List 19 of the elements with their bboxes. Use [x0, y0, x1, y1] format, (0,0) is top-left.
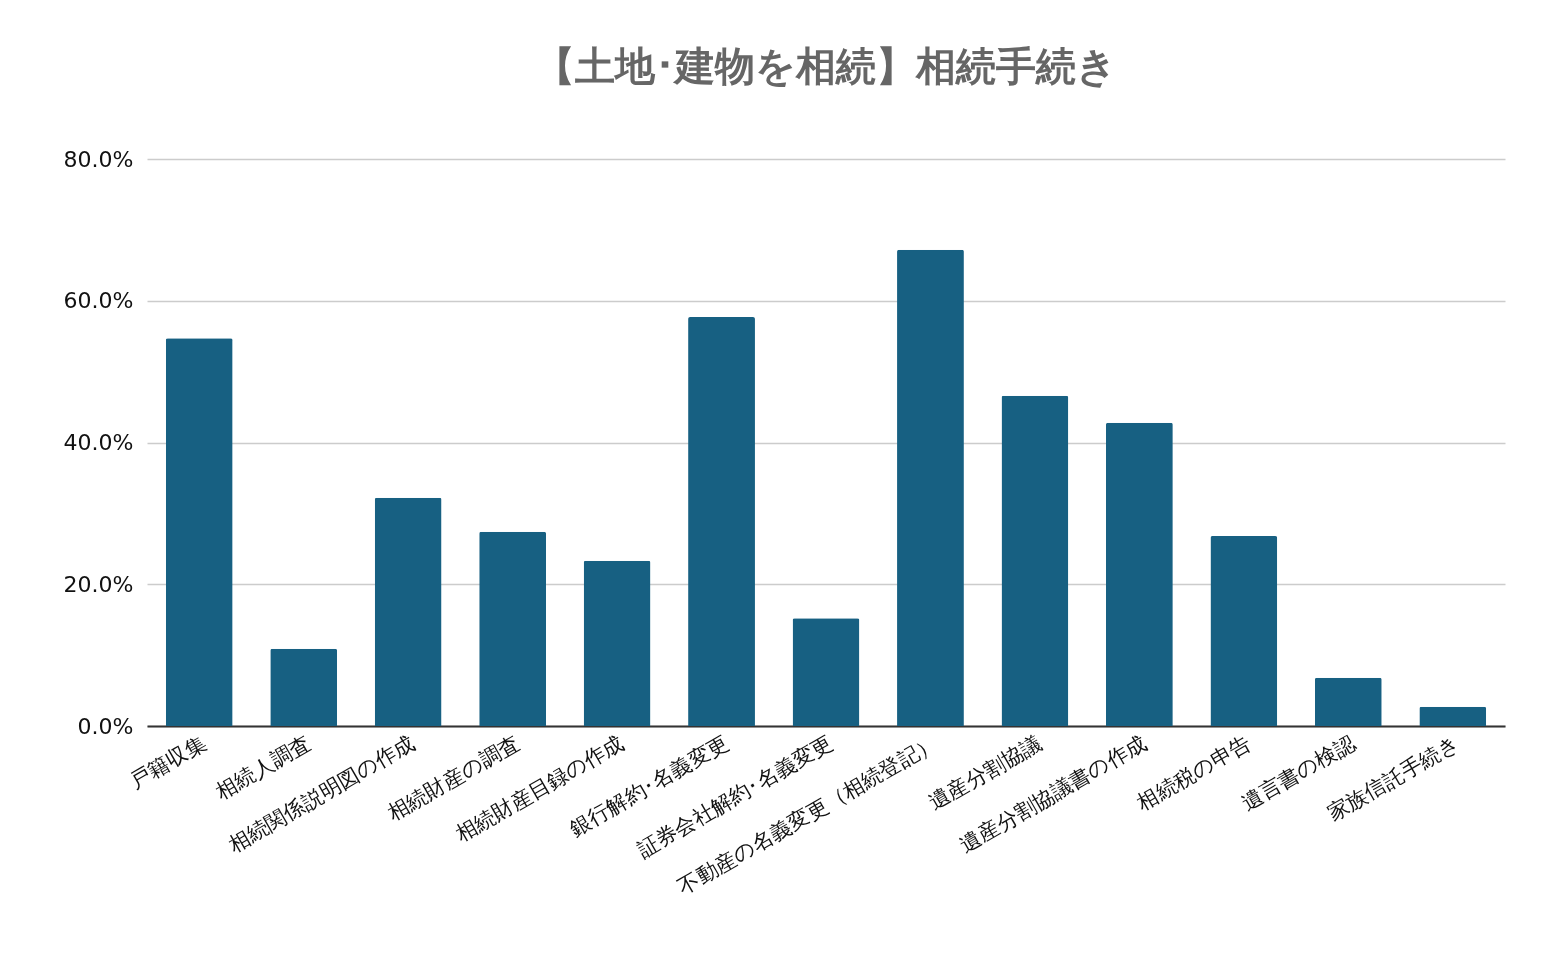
- y-tick-label: 20.0%: [63, 571, 134, 597]
- y-tick-label: 60.0%: [63, 288, 134, 314]
- bar: [897, 249, 964, 726]
- bar: [1314, 677, 1382, 726]
- chart-title: 【土地･建物を相続】相続手続き: [535, 43, 1117, 89]
- bar: [1210, 536, 1278, 726]
- bar: [1001, 395, 1069, 726]
- y-tick-label: 80.0%: [63, 146, 134, 172]
- bar: [374, 497, 442, 726]
- y-tick-label: 40.0%: [63, 430, 134, 455]
- bar: [688, 317, 755, 726]
- bar: [792, 618, 860, 726]
- bar: [1105, 422, 1173, 726]
- bar: [583, 560, 651, 726]
- bar: [270, 648, 338, 726]
- bar: [1419, 706, 1487, 726]
- bar: [165, 338, 233, 726]
- y-tick-label: 0.0%: [77, 713, 134, 739]
- bar: [479, 531, 547, 726]
